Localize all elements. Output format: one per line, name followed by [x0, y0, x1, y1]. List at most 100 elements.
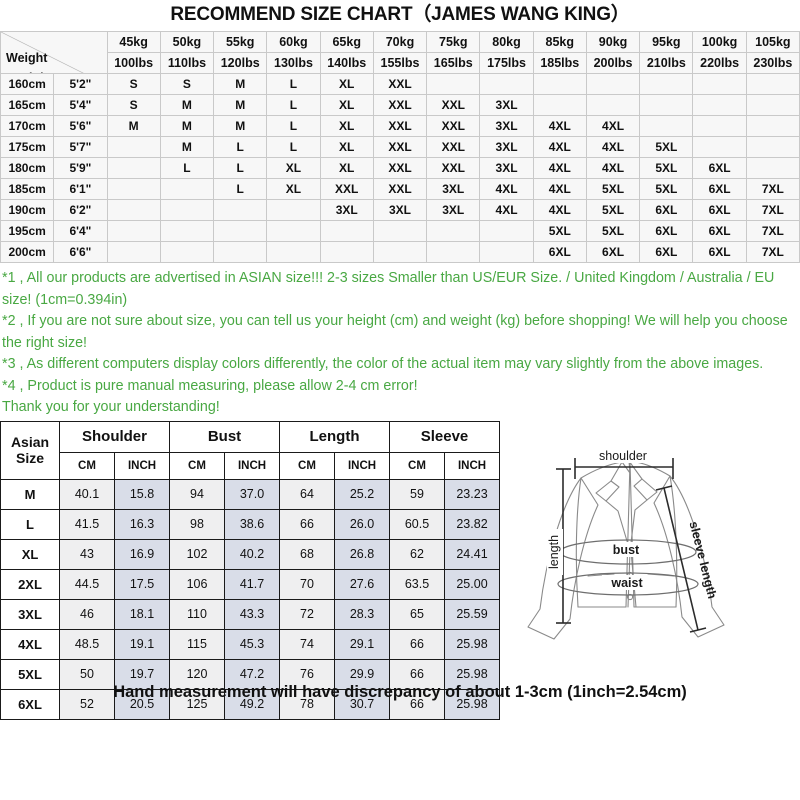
measure-cell-r7-c6: 66: [389, 688, 445, 720]
size-cell-r0-c7: [479, 73, 534, 95]
measure-cell-r1-c2: 98: [169, 508, 225, 540]
measure-cell-r4-c5: 28.3: [334, 598, 390, 630]
measure-cell-r4-c6: 65: [389, 598, 445, 630]
measure-cell-r7-c5: 30.7: [334, 688, 390, 720]
height-cm-6: 190cm: [0, 199, 55, 221]
page-title: RECOMMEND SIZE CHART（JAMES WANG KING）: [170, 4, 630, 25]
size-cell-r3-c11: [692, 136, 747, 158]
size-cell-r1-c7: 3XL: [479, 94, 534, 116]
size-cell-r7-c7: [479, 220, 534, 242]
measure-cell-r4-c7: 25.59: [444, 598, 500, 630]
size-cell-r0-c4: XL: [319, 73, 374, 95]
size-cell-r8-c7: [479, 241, 534, 263]
measure-size-l: L: [0, 508, 60, 540]
size-cell-r5-c6: 3XL: [426, 178, 481, 200]
size-cell-r6-c9: 5XL: [585, 199, 641, 221]
measure-cell-r0-c3: 37.0: [224, 478, 280, 510]
height-cm-4: 180cm: [0, 157, 55, 179]
size-cell-r4-c0: [106, 157, 161, 179]
size-cell-r0-c3: L: [266, 73, 321, 95]
measure-cell-r4-c1: 18.1: [114, 598, 170, 630]
measure-size-2xl: 2XL: [0, 568, 60, 600]
weight-lbs-header-9: 200lbs: [585, 52, 641, 74]
size-cell-r3-c2: L: [213, 136, 268, 158]
height-ft-5: 6'1": [53, 178, 108, 200]
size-cell-r8-c3: [266, 241, 321, 263]
group-header-bust: Bust: [169, 420, 280, 453]
height-ft-7: 6'4": [53, 220, 108, 242]
weight-kg-header-7: 80kg: [479, 31, 534, 53]
size-cell-r3-c8: 4XL: [532, 136, 587, 158]
unit-header-7: INCH: [444, 451, 500, 480]
measure-cell-r5-c7: 25.98: [444, 628, 500, 660]
group-header-sleeve: Sleeve: [389, 420, 500, 453]
measure-cell-r5-c5: 29.1: [334, 628, 390, 660]
measure-cell-r0-c1: 15.8: [114, 478, 170, 510]
weight-axis-label: Weight: [6, 51, 48, 65]
height-cm-5: 185cm: [0, 178, 55, 200]
note-1: *1 , All our products are advertised in …: [2, 270, 775, 308]
notes-block: *1 , All our products are advertised in …: [0, 263, 800, 421]
size-cell-r7-c6: [426, 220, 481, 242]
height-cm-8: 200cm: [0, 241, 55, 263]
table-row: L 41.5 16.3 98 38.6 66 26.0 60.5 23.82: [0, 508, 500, 540]
size-cell-r1-c10: [639, 94, 694, 116]
size-cell-r5-c3: XL: [266, 178, 321, 200]
size-cell-r0-c2: M: [213, 73, 268, 95]
measure-cell-r1-c0: 41.5: [59, 508, 115, 540]
weight-kg-header-11: 100kg: [692, 31, 747, 53]
size-cell-r2-c0: M: [106, 115, 161, 137]
table-row: 190cm 6'2" 3XL 3XL 3XL 4XL 4XL 5XL 6XL 6XL 7XL: [0, 199, 800, 221]
measure-cell-r5-c4: 74: [279, 628, 335, 660]
size-cell-r5-c8: 4XL: [532, 178, 587, 200]
size-cell-r1-c1: M: [159, 94, 215, 116]
size-cell-r2-c11: [692, 115, 747, 137]
size-cell-r5-c7: 4XL: [479, 178, 534, 200]
size-cell-r6-c5: 3XL: [372, 199, 428, 221]
weight-lbs-header-10: 210lbs: [639, 52, 694, 74]
measure-cell-r5-c6: 66: [389, 628, 445, 660]
size-cell-r1-c4: XL: [319, 94, 374, 116]
measure-cell-r1-c1: 16.3: [114, 508, 170, 540]
height-cm-3: 175cm: [0, 136, 55, 158]
measure-cell-r4-c0: 46: [59, 598, 115, 630]
size-cell-r6-c4: 3XL: [319, 199, 374, 221]
measure-size-6xl: 6XL: [0, 688, 60, 720]
footer-note: Hand measurement will have discrepancy o…: [113, 682, 687, 701]
table-row: 4XL 48.5 19.1 115 45.3 74 29.1 66 25.98: [0, 628, 500, 660]
size-cell-r6-c11: 6XL: [692, 199, 747, 221]
measure-cell-r5-c0: 48.5: [59, 628, 115, 660]
weight-lbs-header-4: 140lbs: [319, 52, 374, 74]
measure-cell-r0-c7: 23.23: [444, 478, 500, 510]
size-cell-r7-c0: [106, 220, 161, 242]
height-ft-0: 5'2": [53, 73, 108, 95]
size-cell-r3-c10: 5XL: [639, 136, 694, 158]
weight-lbs-header-5: 155lbs: [372, 52, 428, 74]
weight-height-corner: Weight Height: [0, 31, 108, 74]
size-cell-r7-c5: [372, 220, 428, 242]
weight-kg-header-2: 55kg: [213, 31, 268, 53]
bust-label: bust: [613, 543, 640, 557]
size-cell-r4-c10: 5XL: [639, 157, 694, 179]
measure-cell-r1-c4: 66: [279, 508, 335, 540]
size-cell-r0-c10: [639, 73, 694, 95]
size-cell-r2-c8: 4XL: [532, 115, 587, 137]
size-cell-r4-c3: XL: [266, 157, 321, 179]
height-cm-2: 170cm: [0, 115, 55, 137]
weight-kg-header-1: 50kg: [159, 31, 215, 53]
diagonal-divider-icon: [1, 32, 107, 74]
size-cell-r3-c5: XXL: [372, 136, 428, 158]
measure-size-m: M: [0, 478, 60, 510]
measure-cell-r0-c6: 59: [389, 478, 445, 510]
unit-header-1: INCH: [114, 451, 170, 480]
measure-cell-r2-c1: 16.9: [114, 538, 170, 570]
height-ft-3: 5'7": [53, 136, 108, 158]
size-cell-r0-c5: XXL: [372, 73, 428, 95]
asian-size-header-line2: Size: [15, 450, 44, 466]
measure-cell-r3-c5: 27.6: [334, 568, 390, 600]
weight-kg-header-12: 105kg: [745, 31, 800, 53]
measure-cell-r7-c7: 25.98: [444, 688, 500, 720]
measure-cell-r3-c0: 44.5: [59, 568, 115, 600]
asian-size-header-line1: Asian: [10, 434, 50, 450]
height-cm-7: 195cm: [0, 220, 55, 242]
